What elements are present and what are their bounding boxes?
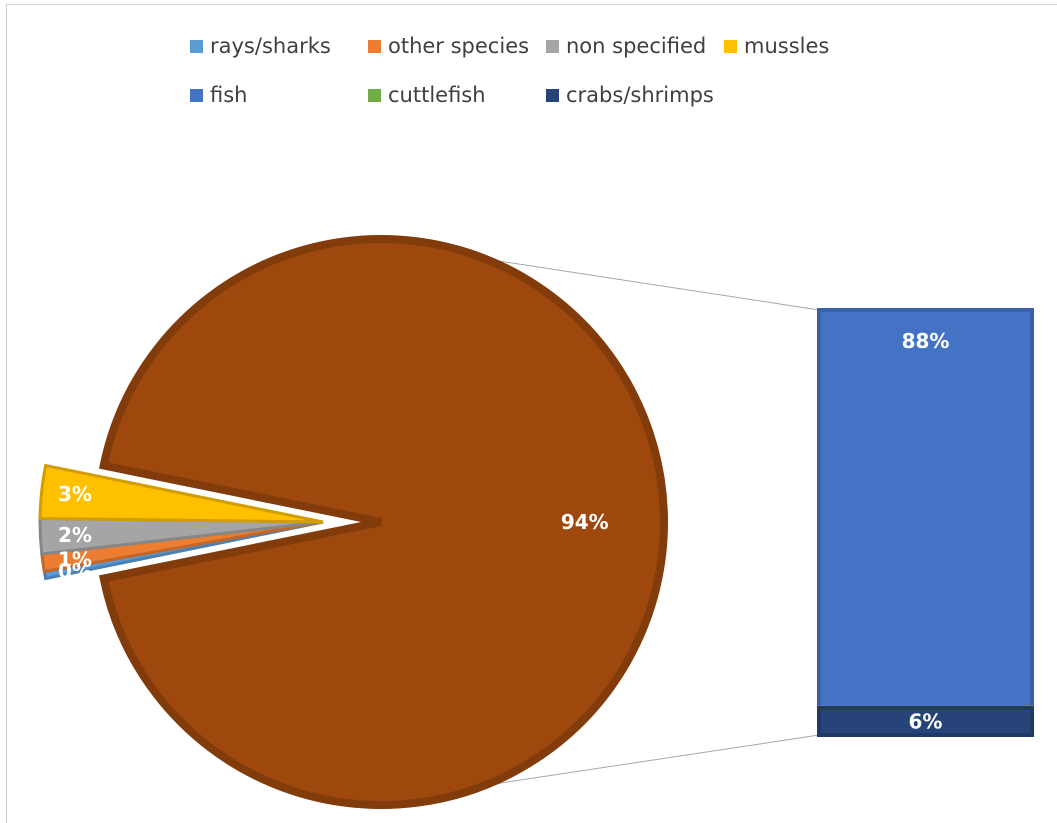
- legend-swatch: [546, 88, 559, 102]
- legend-item-cuttlefish: cuttlefish: [368, 83, 486, 107]
- legend-label: other species: [388, 34, 530, 58]
- legend: rays/sharks other species non specified …: [0, 0, 1057, 130]
- legend-label: mussles: [744, 34, 830, 58]
- legend-swatch: [190, 88, 203, 102]
- legend-item-other-species: other species: [368, 34, 529, 58]
- data-label-fish: 88%: [902, 329, 950, 353]
- chart-border: [6, 4, 1057, 823]
- data-label-other-species: 1%: [58, 548, 92, 572]
- data-label-rays-sharks: 0%: [58, 559, 92, 583]
- data-label-slice-5: 94%: [561, 510, 609, 534]
- legend-item-non-specified: non specified: [546, 34, 706, 58]
- data-labels: 0%1%2% 3% 94% 88% 6%: [58, 329, 949, 733]
- legend-item-crabs-shrimps: crabs/shrimps: [546, 83, 714, 107]
- legend-item-mussles: mussles: [724, 34, 829, 58]
- legend-label: cuttlefish: [388, 83, 486, 107]
- legend-item-rays-sharks: rays/sharks: [190, 34, 331, 58]
- pie-slice-slice-5: [98, 235, 668, 809]
- pie-slice-mussles: [38, 463, 324, 524]
- data-label-mussles: 3%: [58, 482, 92, 506]
- bar-segment-crabs-shrimps: [817, 705, 1034, 737]
- legend-label: non specified: [566, 34, 707, 58]
- data-label-crabs-shrimps: 6%: [909, 709, 943, 733]
- legend-swatch: [368, 88, 381, 102]
- legend-item-fish: fish: [190, 83, 247, 107]
- legend-swatch: [724, 39, 737, 53]
- bar-segment-fish: [817, 308, 1034, 710]
- legend-label: fish: [210, 83, 248, 107]
- legend-label: crabs/shrimps: [566, 83, 714, 107]
- stacked-bar: [817, 308, 1034, 737]
- legend-swatch: [190, 39, 203, 53]
- legend-swatch: [546, 39, 559, 53]
- data-label-non-specified: 2%: [58, 523, 92, 547]
- pie: [38, 235, 668, 809]
- legend-swatch: [368, 39, 381, 53]
- legend-label: rays/sharks: [210, 34, 331, 58]
